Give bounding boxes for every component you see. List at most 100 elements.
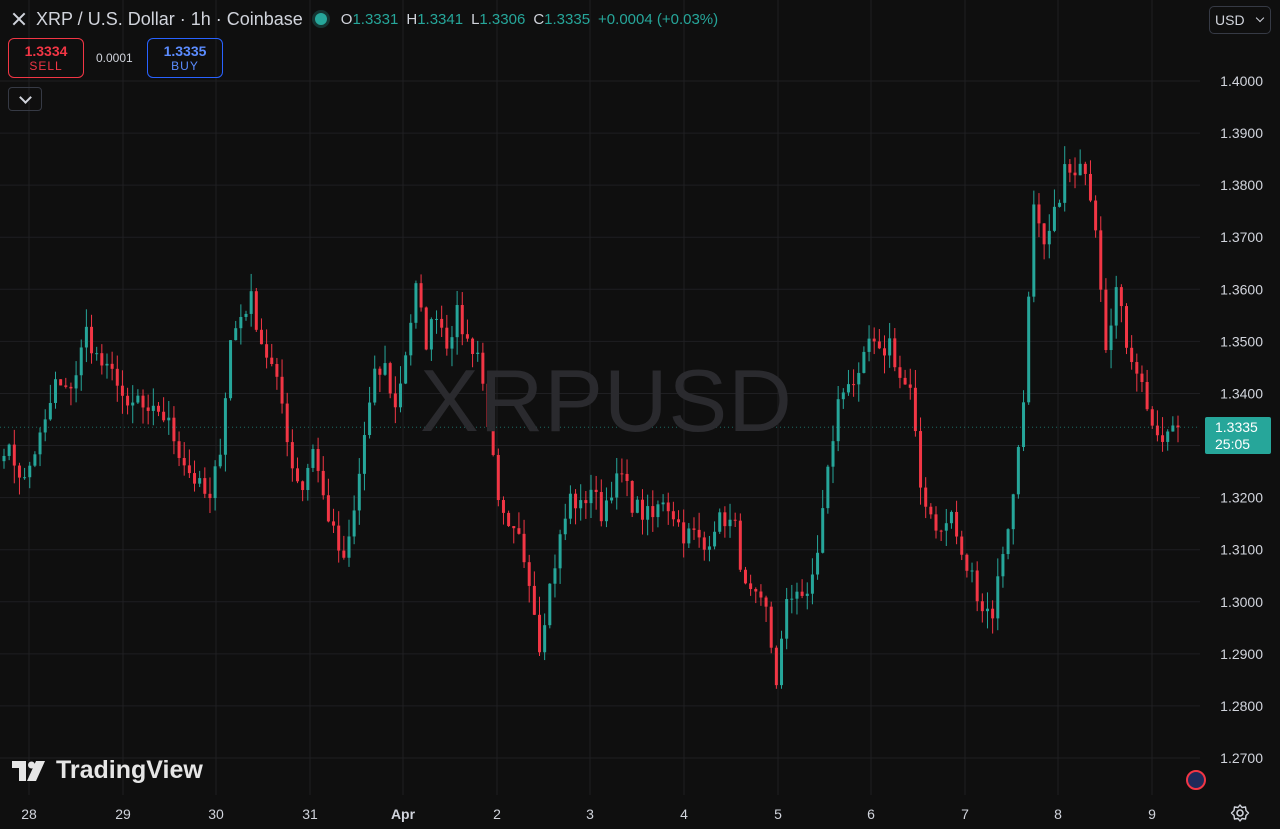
candle-body bbox=[527, 562, 531, 586]
candle-body bbox=[728, 519, 732, 527]
candle-body bbox=[1135, 362, 1139, 374]
candle-body bbox=[110, 363, 114, 369]
legend-collapse-button[interactable] bbox=[8, 87, 42, 111]
candle-body bbox=[1088, 173, 1092, 201]
candle-body bbox=[259, 329, 263, 345]
chevron-down-icon bbox=[1255, 13, 1264, 23]
candle-body bbox=[1109, 325, 1113, 351]
candle-body bbox=[579, 500, 583, 509]
candle-body bbox=[960, 536, 964, 555]
candle-body bbox=[141, 395, 145, 408]
candle-body bbox=[460, 305, 464, 335]
candle-body bbox=[604, 500, 608, 522]
candle-body bbox=[182, 457, 186, 466]
y-tick-label: 1.3800 bbox=[1220, 177, 1263, 193]
candle-body bbox=[697, 529, 701, 538]
candle-body bbox=[352, 510, 356, 537]
candle-body bbox=[538, 614, 542, 653]
y-tick-label: 1.3500 bbox=[1220, 333, 1263, 349]
candle-body bbox=[558, 534, 562, 569]
candle-body bbox=[929, 506, 933, 515]
candle-body bbox=[357, 473, 361, 511]
candle-body bbox=[481, 352, 485, 384]
candle-body bbox=[754, 589, 758, 592]
candle-body bbox=[321, 470, 325, 496]
candle-body bbox=[872, 338, 876, 342]
candle-body bbox=[805, 593, 809, 596]
candle-body bbox=[532, 585, 536, 615]
candle-body bbox=[301, 481, 305, 491]
candle-body bbox=[254, 291, 258, 330]
currency-selector[interactable]: USD bbox=[1209, 6, 1271, 34]
chevron-down-icon bbox=[18, 90, 32, 104]
candle-body bbox=[455, 305, 459, 338]
candle-body bbox=[656, 504, 660, 518]
gear-icon[interactable] bbox=[1230, 803, 1250, 823]
y-tick-label: 1.3900 bbox=[1220, 125, 1263, 141]
candle-body bbox=[980, 601, 984, 612]
candle-body bbox=[23, 477, 27, 479]
candle-body bbox=[90, 326, 94, 354]
candle-body bbox=[991, 608, 995, 619]
candle-body bbox=[2, 455, 6, 462]
candle-body bbox=[1114, 287, 1118, 326]
candle-body bbox=[187, 465, 191, 474]
candle-body bbox=[53, 379, 57, 403]
buy-button[interactable]: 1.3335 BUY bbox=[147, 38, 223, 78]
symbol-title[interactable]: XRP / U.S. Dollar · 1h · Coinbase bbox=[36, 8, 303, 29]
candle-body bbox=[826, 466, 830, 509]
bar-countdown: 25:05 bbox=[1215, 436, 1251, 452]
candle-body bbox=[707, 546, 711, 550]
candle-body bbox=[332, 521, 336, 526]
candle-body bbox=[677, 519, 681, 523]
candle-body bbox=[1166, 431, 1170, 442]
candle-body bbox=[1094, 200, 1098, 231]
sell-button[interactable]: 1.3334 SELL bbox=[8, 38, 84, 78]
candle-body bbox=[692, 528, 696, 530]
candle-body bbox=[965, 554, 969, 571]
x-tick-label: 29 bbox=[115, 806, 131, 822]
candle-body bbox=[172, 417, 176, 442]
y-tick-label: 1.2900 bbox=[1220, 646, 1263, 662]
candle-body bbox=[630, 481, 634, 513]
x-tick-label: 2 bbox=[493, 806, 501, 822]
x-tick-label: 3 bbox=[586, 806, 594, 822]
candle-body bbox=[862, 351, 866, 373]
candle-body bbox=[743, 569, 747, 584]
candle-body bbox=[167, 417, 171, 421]
candle-body bbox=[342, 550, 346, 558]
candle-body bbox=[38, 432, 42, 455]
candle-body bbox=[7, 444, 11, 456]
candle-body bbox=[84, 326, 88, 348]
candle-body bbox=[1176, 425, 1180, 428]
candle-body bbox=[780, 638, 784, 686]
y-tick-label: 1.2700 bbox=[1220, 750, 1263, 766]
us-flag-icon[interactable] bbox=[1186, 770, 1206, 790]
candle-body bbox=[450, 337, 454, 349]
candle-body bbox=[522, 533, 526, 563]
candle-body bbox=[404, 355, 408, 384]
candle-body bbox=[713, 531, 717, 547]
candle-body bbox=[1145, 382, 1149, 410]
candle-body bbox=[661, 502, 665, 505]
candle-body bbox=[795, 591, 799, 599]
y-tick-label: 1.3600 bbox=[1220, 281, 1263, 297]
candle-body bbox=[429, 319, 433, 350]
x-tick-label: 8 bbox=[1054, 806, 1062, 822]
candle-body bbox=[131, 402, 135, 406]
candle-body bbox=[280, 376, 284, 404]
candle-body bbox=[877, 341, 881, 349]
candle-body bbox=[12, 444, 16, 466]
candle-body bbox=[1130, 347, 1134, 363]
tradingview-logo: TradingView bbox=[12, 756, 203, 785]
candle-body bbox=[1037, 204, 1041, 224]
candle-body bbox=[687, 528, 691, 544]
candle-body bbox=[43, 419, 47, 433]
close-icon[interactable] bbox=[10, 10, 28, 28]
candle-body bbox=[1119, 287, 1123, 307]
close-value: 1.3335 bbox=[544, 10, 591, 28]
tradingview-logo-text: TradingView bbox=[56, 756, 203, 784]
candle-body bbox=[347, 536, 351, 558]
